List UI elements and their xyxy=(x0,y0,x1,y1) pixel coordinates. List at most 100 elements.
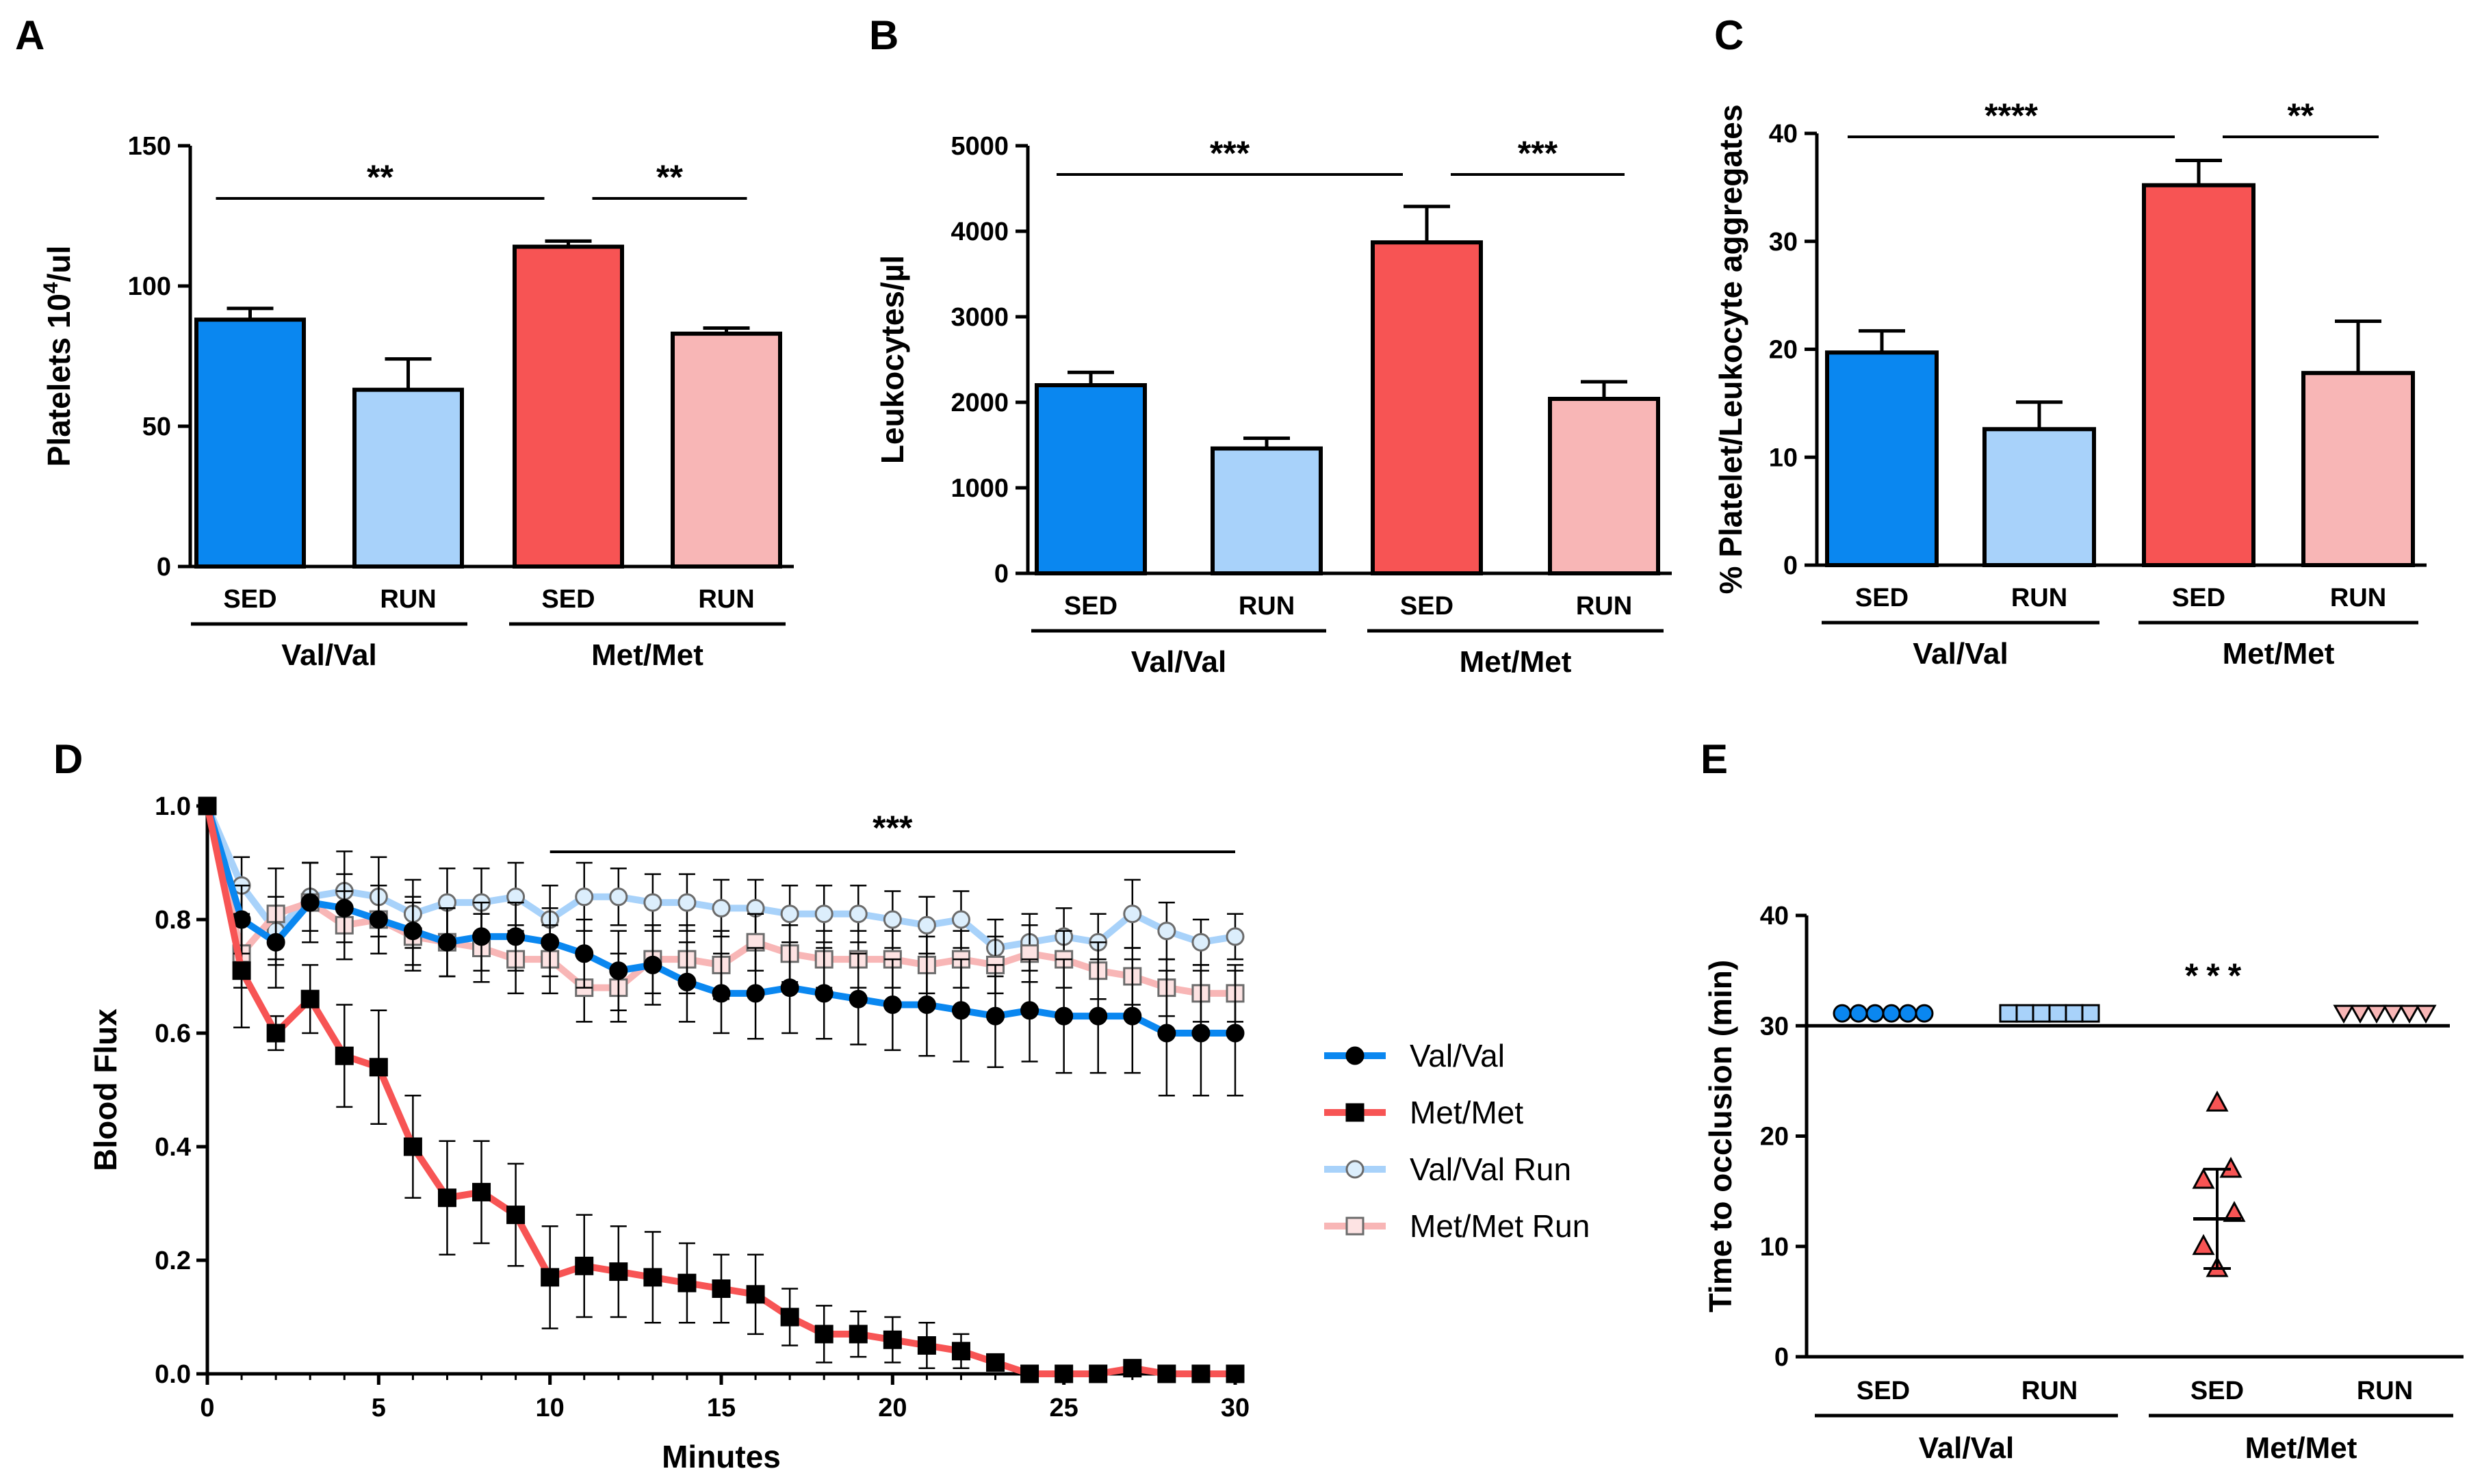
panel-c-category-label: SED xyxy=(2172,584,2225,612)
panel-d-series-val-val-run-point xyxy=(814,904,833,924)
panel-d-series-met-met-point xyxy=(541,1268,560,1287)
panel-d-series-met-met-point xyxy=(198,796,217,816)
panel-a-y-axis-title-main: Platelets 10 xyxy=(41,294,77,467)
panel-b-y-axis-title-main: Leukocytes/µl xyxy=(875,255,910,464)
panel-d-x-tick-label: 5 xyxy=(372,1394,386,1422)
panel-b-y-axis-title: Leukocytes/µl xyxy=(875,255,910,464)
panel-e-point xyxy=(2015,1004,2034,1023)
panel-label-b: B xyxy=(869,12,899,58)
panel-d-series-val-val-run-point xyxy=(712,898,731,917)
panel-d-series-met-met-point xyxy=(917,1336,936,1355)
panel-label-d: D xyxy=(53,736,83,782)
panel-b-bar xyxy=(1035,383,1147,575)
panel-d-series-val-val-point xyxy=(575,944,594,963)
panel-e-category-label: SED xyxy=(1857,1377,1910,1405)
panel-c-y-tick-label: 30 xyxy=(1769,228,1798,257)
panel-d-series-val-val-point xyxy=(1020,1001,1039,1020)
panel-d-series-val-val-point xyxy=(1055,1006,1074,1026)
panel-d-series-val-val-point xyxy=(300,893,320,912)
panel-e-occlusion: 0 10 20 30 40 Time to occlusion (min) SED RUN **… xyxy=(1703,902,2464,1465)
panel-d-series-val-val-point xyxy=(986,1006,1005,1026)
legend-item-val-val-run: Val/Val Run xyxy=(1324,1151,1571,1187)
panel-e-category-label: RUN xyxy=(2021,1377,2078,1405)
panel-e-y-tick-label: 10 xyxy=(1760,1233,1789,1262)
panel-e-y-tick-label: 20 xyxy=(1760,1123,1789,1151)
panel-d-series-val-val-run-point xyxy=(609,887,628,907)
panel-a-y-tick-label: 0 xyxy=(157,553,171,582)
panel-d-series-met-met-point xyxy=(1191,1364,1211,1383)
panel-e-point xyxy=(1999,1004,2018,1023)
panel-e-category-2 xyxy=(2192,1090,2246,1277)
panel-d-series-met-met-point xyxy=(575,1256,594,1275)
panel-e-category-label: SED xyxy=(2190,1377,2244,1405)
panel-d-series-val-val-point xyxy=(814,984,833,1003)
panel-d-series-met-met-point xyxy=(849,1325,868,1344)
panel-d-series-val-val-run-point xyxy=(1123,904,1142,924)
panel-d-series-val-val-run-point xyxy=(677,893,697,912)
panel-c-bar xyxy=(2301,371,2415,568)
panel-d-series-val-val-point xyxy=(746,984,765,1003)
panel-c-category-label: RUN xyxy=(2011,584,2067,612)
panel-d-series-val-val-point xyxy=(951,1001,970,1020)
panel-a-group-label: Val/Val xyxy=(281,638,376,672)
panel-a-y-tick-label: 50 xyxy=(142,413,171,441)
panel-d-series-val-val-run-point xyxy=(849,904,868,924)
panel-b-y-tick-label: 2000 xyxy=(951,389,1009,417)
panel-d-y-tick-label: 1.0 xyxy=(155,792,191,821)
panel-d-series-met-met-point xyxy=(1089,1364,1108,1383)
legend-marker xyxy=(1345,1160,1365,1179)
panel-b-y-tick-label: 0 xyxy=(994,560,1009,588)
panel-d-series-met-met-point xyxy=(986,1353,1005,1372)
panel-e-y-tick-label: 30 xyxy=(1760,1012,1789,1041)
panel-a-bar xyxy=(513,244,624,569)
panel-e-point xyxy=(2192,1167,2215,1189)
panel-e-point xyxy=(2032,1004,2051,1023)
panel-d-series-val-val-run-point xyxy=(883,910,902,929)
panel-e-point xyxy=(2206,1090,2229,1112)
panel-b-category-label: SED xyxy=(1064,592,1117,621)
panel-d-series-val-val-run-point xyxy=(1226,927,1245,946)
panel-a-significance-label: ** xyxy=(367,158,393,196)
panel-a-y-axis-title-tail: /ul xyxy=(41,246,77,283)
panel-b-significance-label: *** xyxy=(1518,134,1558,172)
panel-d-series-val-val xyxy=(198,796,1245,1097)
panel-d-series-val-val-point xyxy=(712,984,731,1003)
panel-d-series-val-val-point xyxy=(677,972,697,991)
panel-c-category-label: RUN xyxy=(2330,584,2386,612)
panel-d-series-met-met-point xyxy=(1020,1364,1039,1383)
panel-d-series-met-met-point xyxy=(1055,1364,1074,1383)
panel-d-series-val-val-point xyxy=(1191,1024,1211,1043)
panel-d-series-val-val-point xyxy=(403,922,422,941)
panel-d-series-val-val-point xyxy=(369,910,388,929)
panel-e-category-label: RUN xyxy=(2357,1377,2413,1405)
panel-d-series-met-met-point xyxy=(403,1137,422,1156)
panel-d-series-met-met-point xyxy=(780,1307,799,1327)
panel-a-bar xyxy=(352,387,464,569)
panel-d-x-tick-label: 20 xyxy=(878,1394,907,1422)
panel-d-series-met-met-point xyxy=(1123,1359,1142,1378)
panel-d-series-val-val-point xyxy=(1157,1024,1176,1043)
panel-c-significance-label: ** xyxy=(2288,96,2314,135)
panel-d-series-val-val-run-point xyxy=(1191,933,1211,952)
panel-d-series-val-val-point xyxy=(541,933,560,952)
panel-d-series-val-val-point xyxy=(609,961,628,980)
panel-d-series-met-met-point xyxy=(1226,1364,1245,1383)
panel-c-group-label: Met/Met xyxy=(2223,637,2335,671)
panel-a-y-tick-label: 100 xyxy=(128,272,171,301)
panel-e-group-label: Val/Val xyxy=(1919,1431,2014,1465)
panel-d-significance-label: *** xyxy=(872,809,913,847)
panel-e-point xyxy=(2223,1201,2246,1222)
panel-d-series-met-met xyxy=(198,796,1245,1383)
panel-b-significance-label: *** xyxy=(1210,134,1250,172)
panel-d-y-axis-title: Blood Flux xyxy=(88,1008,123,1171)
panel-d-series-val-val-point xyxy=(1089,1006,1108,1026)
panel-d-series-met-met-point xyxy=(883,1330,902,1349)
panel-d-x-tick-label: 10 xyxy=(536,1394,565,1422)
panel-d-series-val-val-point xyxy=(335,898,354,917)
panel-e-point xyxy=(1882,1004,1901,1023)
legend-label: Val/Val Run xyxy=(1410,1151,1571,1187)
panel-d-series-val-val-run-point xyxy=(575,887,594,907)
panel-e-category-0 xyxy=(1833,1004,1934,1023)
legend-marker xyxy=(1345,1216,1365,1236)
